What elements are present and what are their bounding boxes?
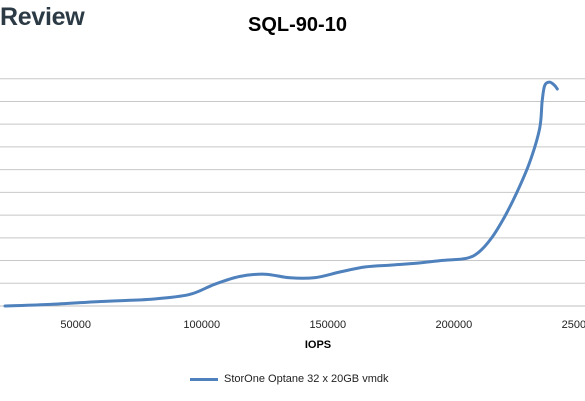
watermark-logo: Review xyxy=(0,3,85,31)
x-tick-labels: 50000 100000 150000 200000 250000 xyxy=(60,319,585,331)
gridlines xyxy=(0,78,585,284)
x-tick-label: 100000 xyxy=(183,319,220,331)
x-tick-label: 150000 xyxy=(309,319,346,331)
chart-title: SQL-90-10 xyxy=(248,14,347,36)
x-tick-label: 250000 xyxy=(562,319,585,331)
x-axis-label: IOPS xyxy=(304,339,332,351)
legend-label: StorOne Optane 32 x 20GB vmdk xyxy=(224,373,389,385)
series-line xyxy=(3,80,559,308)
x-tick-label: 50000 xyxy=(60,319,91,331)
x-tick-label: 200000 xyxy=(436,319,473,331)
legend-swatch xyxy=(190,377,218,381)
legend: StorOne Optane 32 x 20GB vmdk xyxy=(190,373,388,385)
